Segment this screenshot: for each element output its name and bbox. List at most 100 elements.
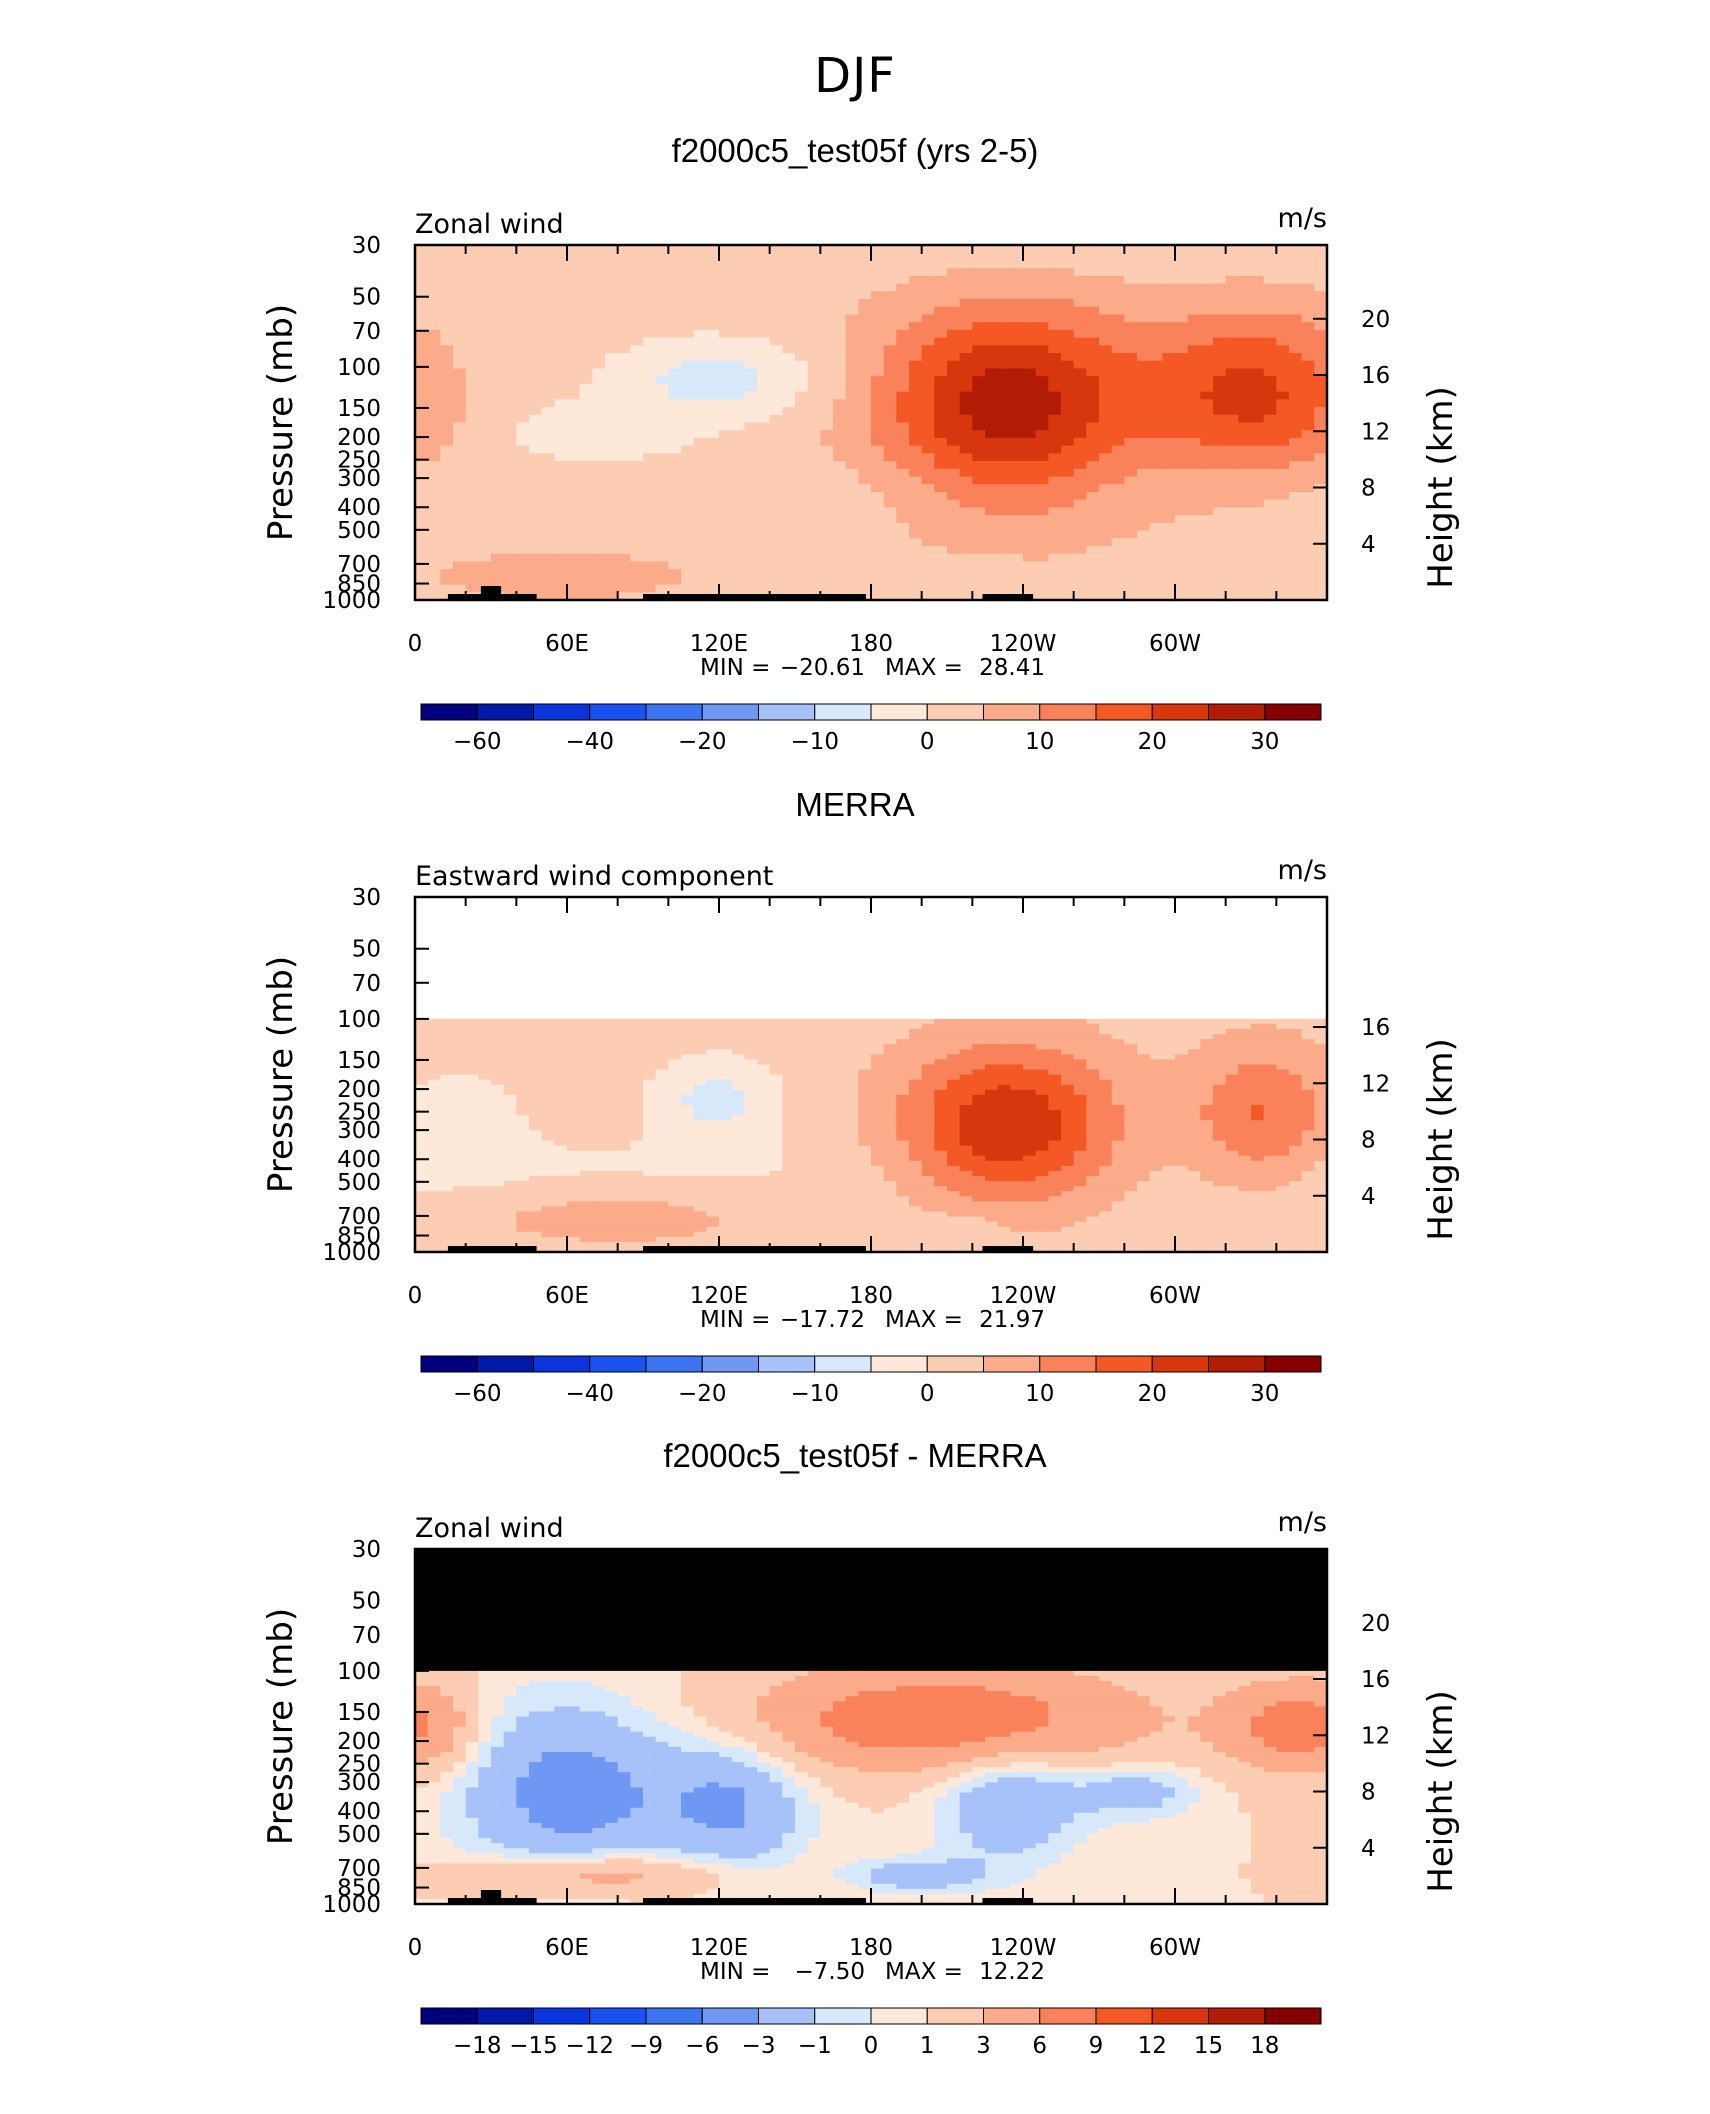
field-cell bbox=[567, 1125, 580, 1131]
field-cell bbox=[795, 291, 808, 299]
field-cell bbox=[694, 361, 707, 369]
field-cell bbox=[1150, 484, 1163, 492]
field-cell bbox=[706, 353, 719, 361]
field-cell bbox=[681, 507, 694, 515]
field-cell bbox=[757, 384, 770, 392]
field-cell bbox=[744, 453, 757, 461]
field-cell bbox=[896, 291, 909, 299]
field-cell bbox=[491, 276, 504, 284]
field-cell bbox=[491, 1115, 504, 1121]
field-cell bbox=[1086, 430, 1099, 438]
field-cell bbox=[415, 322, 428, 330]
field-cell bbox=[1276, 361, 1289, 369]
field-cell bbox=[529, 423, 542, 431]
field-cell bbox=[681, 484, 694, 492]
field-cell bbox=[592, 1034, 605, 1040]
field-cell bbox=[1023, 1080, 1036, 1086]
field-cell bbox=[466, 1044, 479, 1050]
field-cell bbox=[529, 1029, 542, 1035]
field-cell bbox=[1010, 353, 1023, 361]
field-cell bbox=[1276, 260, 1289, 268]
field-cell bbox=[668, 322, 681, 330]
field-cell bbox=[972, 1090, 985, 1096]
field-cell bbox=[1175, 307, 1188, 315]
field-cell bbox=[1112, 500, 1125, 508]
field-cell bbox=[592, 368, 605, 376]
field-cell bbox=[1086, 260, 1099, 268]
field-cell bbox=[1124, 554, 1137, 562]
field-cell bbox=[1213, 1090, 1226, 1096]
field-cell bbox=[1048, 500, 1061, 508]
field-cell bbox=[668, 361, 681, 369]
field-cell bbox=[1302, 399, 1315, 407]
field-cell bbox=[934, 268, 947, 276]
field-cell bbox=[656, 1115, 669, 1121]
field-cell bbox=[1226, 531, 1239, 539]
field-cell bbox=[1264, 1044, 1277, 1050]
field-cell bbox=[934, 423, 947, 431]
field-cell bbox=[643, 1054, 656, 1060]
field-cell bbox=[795, 322, 808, 330]
field-cell bbox=[529, 438, 542, 446]
field-cell bbox=[618, 469, 631, 477]
field-cell bbox=[668, 407, 681, 415]
field-cell bbox=[757, 477, 770, 485]
field-cell bbox=[1188, 1029, 1201, 1035]
field-cell bbox=[592, 407, 605, 415]
field-cell bbox=[782, 260, 795, 268]
field-cell bbox=[998, 1100, 1011, 1106]
field-cell bbox=[757, 453, 770, 461]
field-cell bbox=[567, 438, 580, 446]
field-cell bbox=[618, 461, 631, 469]
field-cell bbox=[719, 260, 732, 268]
field-cell bbox=[453, 484, 466, 492]
field-cell bbox=[1124, 353, 1137, 361]
field-cell bbox=[415, 268, 428, 276]
field-cell bbox=[1036, 268, 1049, 276]
field-cell bbox=[618, 1125, 631, 1131]
field-cell bbox=[744, 569, 757, 577]
field-cell bbox=[833, 1110, 846, 1116]
field-cell bbox=[922, 1070, 935, 1076]
field-cell bbox=[592, 322, 605, 330]
field-cell bbox=[808, 407, 821, 415]
field-cell bbox=[1200, 268, 1213, 276]
field-cell bbox=[580, 361, 593, 369]
field-cell bbox=[1099, 1085, 1112, 1091]
field-cell bbox=[529, 376, 542, 384]
field-cell bbox=[681, 322, 694, 330]
field-cell bbox=[1188, 531, 1201, 539]
field-cell bbox=[656, 314, 669, 322]
field-cell bbox=[618, 307, 631, 315]
field-cell bbox=[871, 423, 884, 431]
field-cell bbox=[947, 1100, 960, 1106]
field-cell bbox=[846, 253, 859, 261]
field-cell bbox=[1150, 314, 1163, 322]
field-cell bbox=[998, 423, 1011, 431]
field-cell bbox=[1251, 523, 1264, 531]
field-cell bbox=[846, 268, 859, 276]
field-cell bbox=[440, 1044, 453, 1050]
field-cell bbox=[618, 276, 631, 284]
field-cell bbox=[808, 268, 821, 276]
field-cell bbox=[795, 1120, 808, 1126]
field-cell bbox=[719, 345, 732, 353]
field-cell bbox=[972, 1054, 985, 1060]
field-cell bbox=[833, 569, 846, 577]
field-cell bbox=[1314, 330, 1327, 338]
field-cell bbox=[1150, 1115, 1163, 1121]
field-cell bbox=[592, 1095, 605, 1101]
field-cell bbox=[1099, 284, 1112, 292]
field-cell bbox=[1213, 561, 1226, 569]
field-cell bbox=[605, 561, 618, 569]
field-cell bbox=[782, 585, 795, 593]
field-cell bbox=[656, 1095, 669, 1101]
field-cell bbox=[656, 260, 669, 268]
field-cell bbox=[1213, 577, 1226, 585]
field-cell bbox=[1213, 423, 1226, 431]
field-cell bbox=[1036, 322, 1049, 330]
field-cell bbox=[757, 376, 770, 384]
field-cell bbox=[1188, 492, 1201, 500]
field-cell bbox=[871, 1125, 884, 1131]
field-cell bbox=[453, 438, 466, 446]
